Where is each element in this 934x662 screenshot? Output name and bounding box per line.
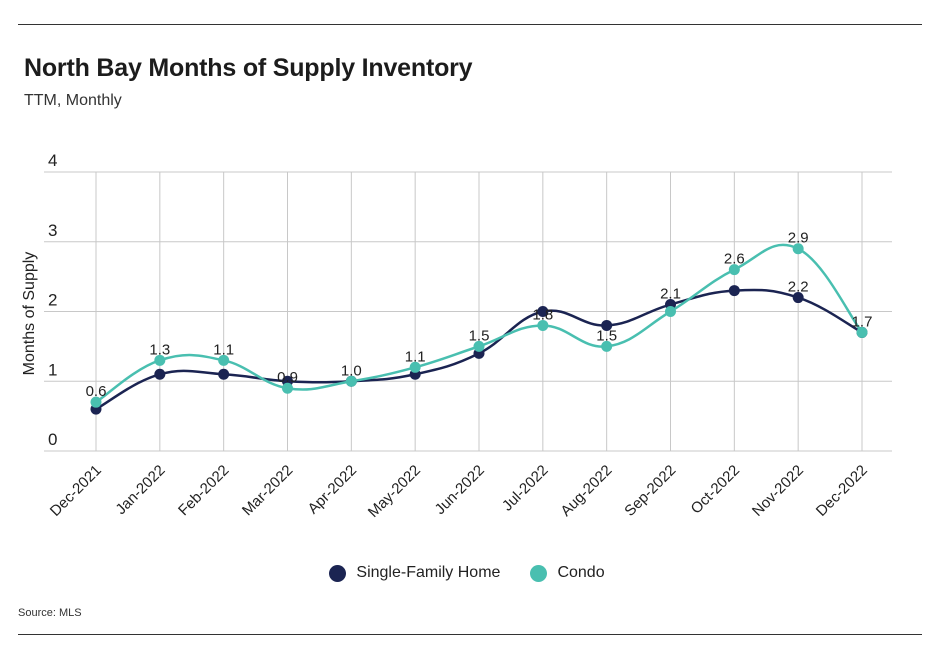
x-tick-label-may-2022: May-2022 — [365, 462, 424, 521]
x-tick-label-dec-2022: Dec-2022 — [813, 462, 871, 520]
data-label-single-family-home-nov-2022: 2.2 — [788, 279, 809, 296]
legend-dot-condo — [530, 564, 548, 582]
point-single-family-home-feb-2022 — [218, 368, 230, 380]
x-tick-label-dec-2021: Dec-2021 — [47, 462, 105, 520]
point-condo-mar-2022 — [282, 382, 293, 394]
legend-label-condo: Condo — [557, 564, 605, 581]
x-tick-label-sep-2022: Sep-2022 — [621, 462, 679, 520]
point-condo-dec-2022 — [856, 326, 868, 338]
data-label-condo-feb-2022: 1.1 — [213, 341, 234, 358]
legend-dot-single-family — [329, 564, 347, 582]
legend-label-single-family: Single-Family Home — [356, 564, 501, 581]
point-condo-jun-2022 — [473, 340, 485, 352]
data-label-condo-aug-2022: 1.5 — [596, 327, 617, 344]
data-label-condo-oct-2022: 2.6 — [724, 251, 745, 268]
point-condo-sep-2022 — [665, 306, 676, 317]
point-condo-jul-2022 — [537, 319, 549, 331]
data-label-condo-dec-2022: 1.7 — [852, 313, 873, 330]
point-single-family-home-nov-2022 — [792, 292, 804, 304]
point-condo-may-2022 — [409, 361, 421, 373]
point-condo-jan-2022 — [154, 354, 166, 366]
x-tick-label-aug-2022: Aug-2022 — [557, 462, 615, 520]
point-condo-oct-2022 — [728, 264, 740, 276]
y-tick-label-1: 1 — [48, 360, 57, 379]
point-condo-feb-2022 — [218, 354, 230, 366]
legend-item-condo[interactable]: Condo — [530, 564, 605, 582]
bottom-rule — [18, 634, 922, 635]
data-label-condo-may-2022: 1.1 — [405, 348, 426, 365]
y-tick-label-3: 3 — [48, 221, 57, 240]
point-single-family-home-jan-2022 — [154, 368, 166, 380]
x-tick-label-oct-2022: Oct-2022 — [688, 462, 744, 518]
x-tick-label-feb-2022: Feb-2022 — [175, 462, 232, 519]
point-condo-apr-2022 — [345, 375, 357, 387]
x-tick-label-jun-2022: Jun-2022 — [432, 462, 488, 518]
point-single-family-home-aug-2022 — [601, 319, 613, 331]
y-tick-label-2: 2 — [48, 291, 57, 310]
chart-title: North Bay Months of Supply Inventory — [24, 54, 473, 82]
data-label-condo-jun-2022: 1.5 — [469, 327, 490, 344]
x-tick-label-jul-2022: Jul-2022 — [499, 462, 552, 515]
data-label-condo-nov-2022: 2.9 — [788, 230, 809, 247]
point-single-family-home-jul-2022 — [537, 306, 549, 317]
x-tick-label-jan-2022: Jan-2022 — [112, 462, 168, 518]
point-single-family-home-oct-2022 — [728, 285, 740, 297]
data-label-condo-mar-2022: 0.9 — [277, 369, 298, 386]
source-note: Source: MLS — [18, 607, 82, 619]
x-tick-label-apr-2022: Apr-2022 — [304, 462, 360, 518]
data-label-condo-jul-2022: 1.8 — [532, 306, 553, 323]
y-axis-title: Months of Supply — [21, 252, 38, 376]
y-tick-label-0: 0 — [48, 430, 57, 449]
y-tick-label-4: 4 — [48, 151, 57, 170]
data-label-condo-apr-2022: 1.0 — [341, 362, 362, 379]
x-tick-label-mar-2022: Mar-2022 — [239, 462, 296, 519]
point-condo-nov-2022 — [792, 243, 804, 255]
point-condo-dec-2021 — [90, 396, 102, 408]
chart-legend: Single-Family Home Condo — [0, 564, 934, 582]
chart-subtitle: TTM, Monthly — [24, 92, 122, 109]
data-label-single-family-home-sep-2022: 2.1 — [660, 286, 681, 303]
data-label-condo-jan-2022: 1.3 — [149, 341, 170, 358]
legend-item-single-family[interactable]: Single-Family Home — [329, 564, 500, 582]
x-tick-label-nov-2022: Nov-2022 — [749, 462, 807, 520]
top-rule — [18, 24, 922, 25]
data-label-condo-dec-2021: 0.6 — [86, 383, 107, 400]
point-condo-aug-2022 — [601, 340, 613, 352]
